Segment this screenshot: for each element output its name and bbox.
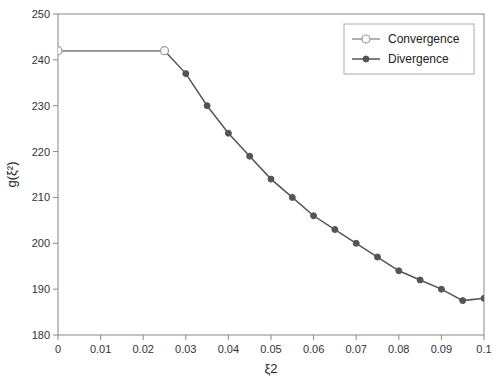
x-tick bbox=[313, 335, 314, 340]
x-tick-label: 0.02 bbox=[132, 343, 153, 355]
series-line bbox=[58, 50, 165, 52]
plot-area bbox=[58, 47, 484, 304]
data-point bbox=[162, 48, 168, 54]
chart: 0 0.01 0.02 0.03 0.04 0.05 0.06 0.07 0.08 0.09 0.1… bbox=[0, 0, 500, 385]
y-tick-label: 220 bbox=[32, 146, 50, 158]
x-tick bbox=[484, 335, 485, 340]
data-point bbox=[204, 103, 210, 109]
legend-marker bbox=[362, 35, 370, 43]
y-tick-label: 250 bbox=[32, 8, 50, 20]
x-axis-label: ξ2 bbox=[264, 361, 277, 376]
x-tick-label: 0.1 bbox=[476, 343, 491, 355]
y-tick-label: 180 bbox=[32, 329, 50, 341]
data-point bbox=[161, 47, 169, 55]
data-point bbox=[332, 227, 338, 233]
data-point bbox=[183, 71, 189, 77]
data-point bbox=[58, 47, 62, 55]
x-tick-label: 0.03 bbox=[175, 343, 196, 355]
y-tick bbox=[53, 59, 58, 60]
plot-frame bbox=[58, 14, 484, 335]
x-tick bbox=[143, 335, 144, 340]
series bbox=[58, 47, 169, 55]
y-tick bbox=[53, 197, 58, 198]
x-tick-label: 0.05 bbox=[260, 343, 281, 355]
x-tick bbox=[398, 335, 399, 340]
x-tick-label: 0.04 bbox=[218, 343, 239, 355]
x-tick bbox=[185, 335, 186, 340]
y-tick bbox=[53, 151, 58, 152]
data-point bbox=[417, 277, 423, 283]
legend-marker bbox=[363, 56, 369, 62]
x-tick bbox=[356, 335, 357, 340]
y-tick-label: 190 bbox=[32, 283, 50, 295]
y-tick-label: 210 bbox=[32, 191, 50, 203]
x-tick-label: 0.08 bbox=[388, 343, 409, 355]
data-point bbox=[289, 194, 295, 200]
legend-box bbox=[344, 24, 474, 74]
y-tick bbox=[53, 14, 58, 15]
y-tick bbox=[53, 105, 58, 106]
data-point bbox=[375, 254, 381, 260]
x-tick bbox=[228, 335, 229, 340]
y-tick-label: 200 bbox=[32, 237, 50, 249]
y-tick bbox=[53, 335, 58, 336]
y-tick-label: 230 bbox=[32, 100, 50, 112]
data-point bbox=[225, 130, 231, 136]
x-tick-label: 0.06 bbox=[303, 343, 324, 355]
x-tick bbox=[441, 335, 442, 340]
series bbox=[58, 48, 484, 304]
x-tick bbox=[271, 335, 272, 340]
y-tick bbox=[53, 243, 58, 244]
y-axis-label: g(ξ²) bbox=[4, 161, 19, 187]
y-tick bbox=[53, 289, 58, 290]
x-tick-label: 0 bbox=[55, 343, 61, 355]
series-line bbox=[58, 51, 484, 301]
data-point bbox=[247, 153, 253, 159]
x-tick bbox=[58, 335, 59, 340]
x-tick bbox=[100, 335, 101, 340]
data-point bbox=[353, 240, 359, 246]
legend: Convergence Divergence bbox=[344, 24, 474, 74]
data-point bbox=[268, 176, 274, 182]
x-tick-label: 0.01 bbox=[90, 343, 111, 355]
data-point bbox=[311, 213, 317, 219]
data-point bbox=[438, 286, 444, 292]
y-tick-label: 240 bbox=[32, 54, 50, 66]
legend-label: Divergence bbox=[388, 52, 449, 66]
legend-label: Convergence bbox=[388, 32, 460, 46]
x-tick-label: 0.07 bbox=[345, 343, 366, 355]
data-point bbox=[481, 295, 484, 301]
data-point bbox=[396, 268, 402, 274]
data-point bbox=[58, 48, 61, 54]
x-tick-label: 0.09 bbox=[431, 343, 452, 355]
data-point bbox=[460, 298, 466, 304]
